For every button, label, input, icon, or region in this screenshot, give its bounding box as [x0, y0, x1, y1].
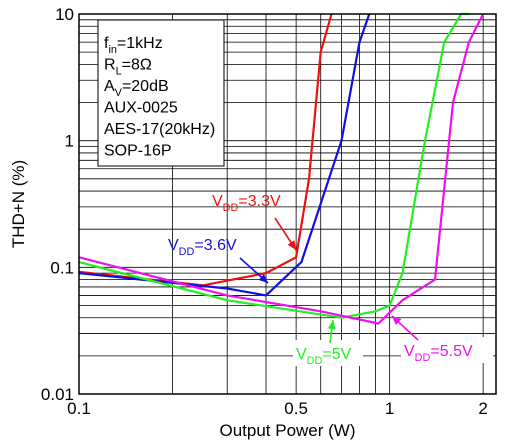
series-label-bg: [401, 337, 493, 363]
y-axis-title: THD+N (%): [9, 160, 28, 248]
series-label-text: VDD=5V: [296, 346, 352, 367]
x-tick-label: 2: [478, 399, 487, 418]
condition-text: fin=1kHz: [104, 35, 163, 56]
series-label-arrowhead: [287, 240, 296, 250]
conditions-box-border: [97, 19, 225, 167]
plot-frame: [78, 13, 497, 395]
y-tick-label: 0.01: [41, 385, 74, 404]
x-axis-title: Output Power (W): [219, 421, 355, 440]
grid: [78, 14, 496, 395]
series-label: VDD=3.6V: [168, 237, 269, 284]
series-label-arrowhead: [258, 274, 268, 283]
x-tick-label: 1: [385, 399, 394, 418]
y-tick-label: 1: [65, 132, 74, 151]
series-label-arrowhead: [327, 320, 336, 330]
y-tick-label: 10: [55, 5, 74, 24]
series-label-arrowhead: [392, 316, 402, 326]
condition-text: AUX-0025: [104, 100, 178, 117]
condition-text: AES-17(20kHz): [104, 121, 215, 138]
series-line-vdd-5v: [78, 12, 469, 319]
series-label: VDD=3.3V: [212, 193, 297, 251]
series-label: VDD=5.5V: [391, 315, 493, 364]
x-tick-label: 0.1: [67, 399, 91, 418]
series-line-vdd-3-6v: [78, 13, 371, 297]
series-line-vdd-5-5v: [78, 13, 485, 325]
series-label-text: VDD=3.6V: [168, 237, 237, 258]
condition-text: SOP-16P: [104, 143, 172, 160]
series-label-text: VDD=5.5V: [404, 343, 473, 364]
series-label-text: VDD=3.3V: [212, 193, 281, 214]
condition-text: RL=8Ω: [104, 57, 152, 78]
y-tick-label: 0.1: [50, 258, 74, 277]
series-label-bg: [293, 340, 363, 366]
series-label: VDD=5V: [293, 319, 363, 367]
x-tick-label: 0.5: [284, 399, 308, 418]
condition-text: AV=20dB: [104, 78, 169, 99]
